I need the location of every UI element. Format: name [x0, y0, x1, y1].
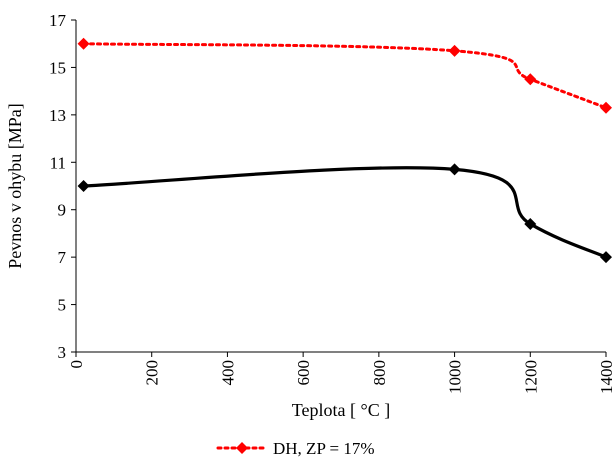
x-tick-label: 1400	[597, 360, 615, 394]
series-1-point-2	[524, 217, 537, 230]
series-1-point-3	[600, 251, 612, 264]
series-line-0	[82, 42, 608, 110]
y-tick-label: 7	[58, 248, 67, 267]
series-layer	[77, 37, 612, 264]
y-tick-label: 9	[58, 201, 67, 220]
y-tick-label: 5	[58, 296, 67, 315]
x-ticks: 0 200 400 600 800 1000 1200 1400	[67, 352, 615, 394]
y-ticks: 3 5 7 9 11 13 15 17	[49, 11, 76, 362]
series-0-point-0	[77, 37, 90, 50]
series-0-point-2	[524, 73, 537, 86]
legend-label-0: DH, ZP = 17%	[273, 439, 375, 458]
legend-marker-0	[236, 442, 248, 454]
legend: DH, ZP = 17%	[216, 439, 375, 458]
x-tick-label: 1000	[446, 360, 465, 394]
y-tick-label: 11	[50, 153, 66, 172]
x-tick-label: 0	[67, 360, 86, 369]
y-tick-label: 3	[58, 343, 67, 362]
series-line-1	[83, 166, 607, 259]
y-tick-label: 13	[49, 106, 66, 125]
y-tick-label: 15	[49, 58, 66, 77]
series-0-point-3	[600, 101, 612, 114]
y-tick-label: 17	[49, 11, 67, 30]
x-tick-label: 1200	[521, 360, 540, 394]
series-1-point-0	[77, 180, 90, 192]
plot-area: 3 5 7 9 11 13 15 17 0 200 400 600 800 1000 1200 1400	[49, 11, 615, 394]
series-0-point-1	[448, 44, 461, 57]
x-tick-label: 600	[294, 360, 313, 386]
x-tick-label: 400	[218, 360, 237, 386]
y-axis-title: Pevnos v ohybu [MPa]	[5, 103, 25, 269]
x-tick-label: 200	[143, 360, 162, 386]
series-1-point-1	[448, 163, 461, 176]
x-tick-label: 800	[370, 360, 389, 386]
x-axis-title: Teplota [ °C ]	[292, 400, 390, 420]
